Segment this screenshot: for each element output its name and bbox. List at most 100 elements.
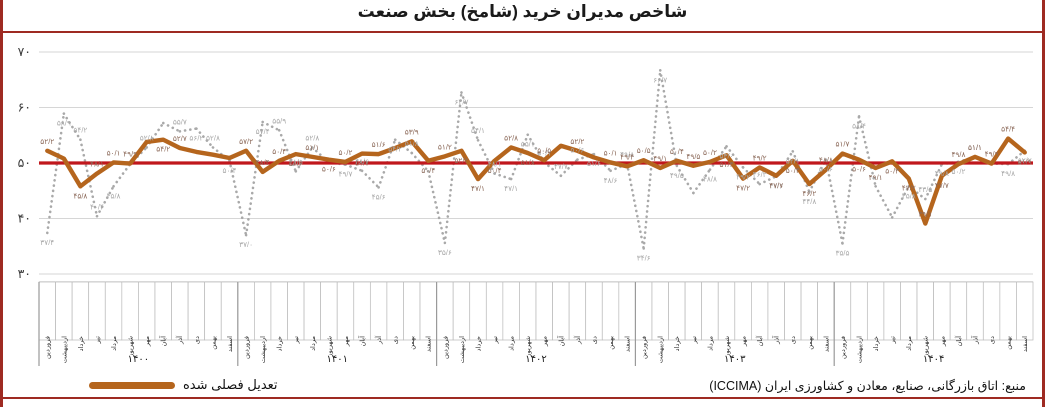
x-axis-month-label: فروردین [442, 336, 449, 359]
x-axis-month-label: آذر [970, 335, 979, 345]
x-axis-month-label: بهمن [807, 336, 814, 350]
x-axis-month-label: فروردین [641, 336, 648, 359]
source-note: منبع: اتاق بازرگانی، صنایع، معادن و کشاو… [709, 379, 1026, 393]
dotted-series-segment [244, 120, 264, 237]
x-axis-month-cell [287, 281, 305, 341]
dotted-series-segment [890, 185, 911, 219]
x-axis-month-label: آذر [772, 335, 781, 345]
x-axis-month-label: مهر [343, 336, 350, 347]
data-label-unadjusted: ۴۸/۵ [289, 157, 303, 166]
seasonally-adjusted-line [45, 136, 1027, 226]
x-axis-month-label: تیر [94, 336, 101, 345]
data-label-unadjusted: ۴۹/۸ [1001, 169, 1015, 178]
x-axis-month-cell [237, 281, 255, 341]
x-axis-month-label: خرداد [475, 336, 482, 351]
data-label-unadjusted: ۴۸/۶ [604, 176, 618, 185]
x-axis-month-label: مرداد [509, 336, 516, 351]
data-label-seasonally-adjusted: ۵۰/۱ [604, 148, 618, 157]
x-axis-month-label: اردیبهشت [856, 336, 863, 363]
x-axis-month-label: بهمن [1006, 336, 1013, 350]
x-axis-month-label: مهر [740, 336, 747, 347]
x-axis-month-label: تیر [890, 336, 897, 345]
x-axis-month-label: اسفند [1022, 336, 1029, 352]
data-label-unadjusted: ۵۲/۸ [140, 133, 154, 142]
data-label-unadjusted: ۴۸/۱ [488, 160, 502, 169]
x-axis-month-cell [171, 281, 189, 341]
x-axis-month-label: مرداد [111, 336, 118, 351]
x-axis-month-cell [949, 281, 968, 341]
x-axis-month-cell [866, 281, 885, 341]
x-axis-month-label: آبان [954, 335, 963, 347]
dotted-series-segment [692, 168, 712, 195]
y-axis-tick-label: ۶۰ [18, 101, 31, 115]
data-label-seasonally-adjusted: ۴۸/۴ [256, 158, 270, 167]
data-label-seasonally-adjusted: ۵۰/۴ [272, 147, 286, 156]
x-axis-month-label: شهریور [326, 336, 333, 358]
dotted-series-segment [427, 170, 447, 245]
dotted-series-segment [642, 69, 662, 250]
dotted-series-segment [658, 69, 679, 168]
data-label-unadjusted: ۴۵/۶ [372, 192, 386, 201]
x-axis-month-label: تیر [293, 336, 300, 345]
x-axis-month-label: مرداد [707, 336, 714, 351]
data-label-seasonally-adjusted: ۵۰/۵ [637, 146, 651, 155]
x-axis-month-cell [933, 281, 951, 341]
legend-swatch-seasonally-adjusted [89, 381, 175, 389]
data-label-unadjusted: ۴۸/۶ [355, 157, 369, 166]
dotted-series-segment [62, 112, 82, 141]
data-label-unadjusted: ۵۸/۴ [852, 121, 866, 130]
data-label-seasonally-adjusted: ۵۴/۲ [156, 145, 170, 154]
x-axis-month-cell [618, 281, 636, 341]
title-divider [3, 31, 1042, 33]
data-label-seasonally-adjusted: ۴۹/۲ [753, 153, 767, 162]
x-axis-month-cell [585, 281, 603, 341]
x-axis-month-label: خرداد [277, 336, 284, 351]
dotted-series-segment [708, 145, 728, 171]
data-label-seasonally-adjusted: ۵۰/۳ [885, 166, 899, 175]
data-label-unadjusted: ۴۶/۲ [753, 170, 767, 179]
dotted-series-segment [476, 138, 496, 175]
x-axis-month-cell [485, 281, 504, 341]
x-axis-month-label: آبان [159, 335, 168, 347]
data-label-unadjusted: ۴۷/۶ [769, 181, 783, 190]
x-axis-month-label: مهر [542, 336, 549, 347]
dotted-series-segment [443, 91, 463, 245]
x-axis-month-label: شهریور [724, 336, 731, 358]
x-axis-month-cell [104, 281, 123, 341]
dotted-series-segment [410, 151, 430, 173]
x-axis-month-cell [353, 281, 371, 341]
x-axis-month-cell [850, 281, 868, 341]
data-label-seasonally-adjusted: ۵۷/۲ [239, 137, 253, 146]
x-axis-month-cell [717, 281, 736, 341]
x-axis-month-cell [369, 281, 388, 341]
data-label-seasonally-adjusted: ۴۹/۸ [951, 150, 965, 159]
chart-legend: تعدیل فصلی شده [89, 377, 278, 393]
x-axis-month-label: اسفند [227, 336, 234, 352]
dotted-series-segment [542, 161, 563, 178]
x-axis-month-label: آذر [374, 335, 383, 345]
x-axis-month-cell [552, 281, 570, 341]
x-axis-month-cell [55, 281, 73, 341]
x-axis-month-label: شهریور [923, 336, 930, 358]
data-label-unadjusted: ۴۹/۵ [670, 171, 684, 180]
x-axis-month-cell [1016, 281, 1034, 341]
data-label-seasonally-adjusted: ۵۱/۲ [438, 142, 452, 151]
x-axis-month-label: آبان [755, 335, 764, 347]
x-axis-month-cell [999, 281, 1017, 341]
dotted-series-segment [907, 185, 927, 201]
dotted-series-segment [178, 127, 198, 133]
x-axis-month-cell [187, 281, 206, 341]
x-axis-month-cell [982, 281, 1001, 341]
dotted-series-segment [857, 115, 877, 188]
legend-label-seasonally-adjusted: تعدیل فصلی شده [183, 377, 278, 392]
data-label-seasonally-adjusted: ۵۱/۱ [968, 143, 982, 152]
x-axis-month-cell [535, 281, 553, 341]
x-axis-month-cell [916, 281, 934, 341]
data-label-seasonally-adjusted: ۵۲/۲ [40, 137, 54, 146]
x-axis-month-cell [71, 281, 90, 341]
data-label-unadjusted: ۳۵/۵ [835, 248, 849, 257]
y-axis-tick-label: ۷۰ [18, 45, 31, 59]
dotted-series-segment [311, 146, 331, 164]
dotted-series-segment [161, 121, 182, 133]
x-axis-month-label: آذر [175, 335, 184, 345]
